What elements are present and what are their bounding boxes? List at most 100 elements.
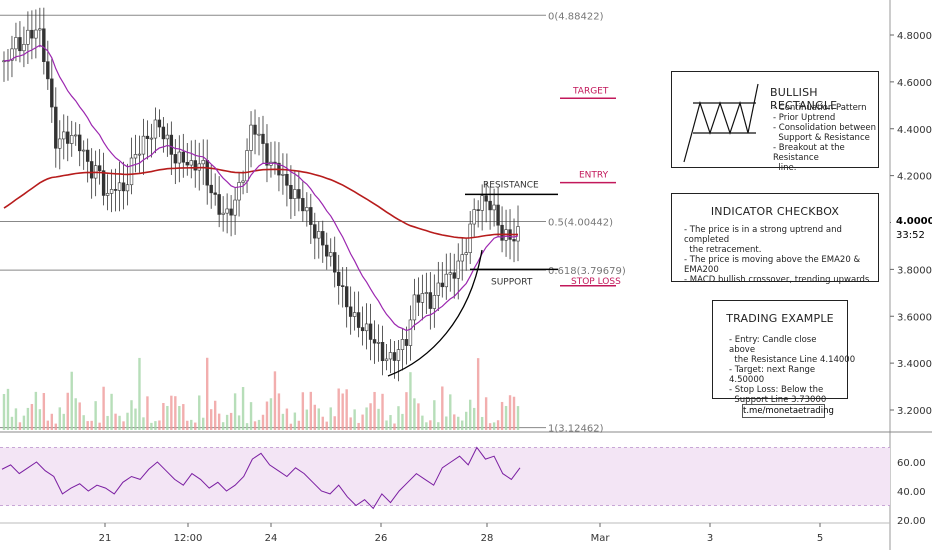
candle-body	[189, 160, 193, 166]
level-label: ENTRY	[579, 171, 609, 181]
volume-bar	[22, 415, 26, 430]
volume-bar	[257, 419, 261, 430]
time-tick-label: 24	[265, 533, 278, 544]
candle-body	[109, 189, 114, 194]
candle-body	[400, 339, 405, 350]
volume-bar	[62, 413, 65, 430]
volume-bar	[10, 416, 14, 430]
volume-bars	[2, 357, 520, 430]
list-item: - Continuation Pattern	[773, 103, 867, 113]
volume-bar	[297, 420, 301, 430]
candle-body	[261, 133, 265, 144]
volume-bar	[154, 421, 157, 430]
volume-bar	[217, 413, 221, 430]
list-item: - MACD bullish crossover, trending upwar…	[684, 275, 870, 285]
volume-bar	[361, 414, 364, 430]
volume-bar	[122, 421, 125, 430]
level-label: SUPPORT	[491, 277, 533, 287]
candle-body	[456, 260, 460, 279]
volume-bar	[333, 416, 336, 430]
price-tick-label: 3.80000	[897, 265, 932, 276]
volume-bar	[417, 403, 420, 430]
candle-body	[436, 282, 441, 296]
volume-bar	[441, 386, 444, 430]
trading-panel-title: TRADING EXAMPLE	[726, 312, 834, 325]
volume-bar	[38, 409, 42, 430]
list-item: Support Line 3.73000	[729, 395, 827, 405]
fibonacci-levels: 0(4.88422) 0.5(4.00442) 0.618(3.79679) 1(3.…	[0, 11, 626, 435]
level-label: STOP LOSS	[571, 277, 621, 287]
volume-bar	[186, 420, 189, 430]
time-tick-label: 12:00	[174, 533, 203, 544]
candle-body	[360, 327, 365, 332]
volume-bar	[213, 400, 217, 430]
candle-body	[10, 48, 14, 61]
volume-bar	[50, 413, 54, 430]
volume-bar	[30, 403, 34, 430]
volume-bar	[74, 398, 77, 430]
rsi-band	[0, 447, 890, 506]
candle-body	[137, 153, 142, 156]
time-tick-label: 3	[707, 533, 713, 544]
volume-bar	[249, 402, 253, 430]
volume-bar	[46, 420, 50, 430]
candle-body	[396, 349, 401, 361]
volume-bar	[2, 394, 6, 430]
candle-body	[121, 182, 126, 192]
candle-body	[157, 119, 162, 128]
trade-levels: TARGET ENTRY STOP LOSS RESISTANCE SUPPORT	[465, 86, 621, 287]
candle-body	[193, 160, 197, 171]
volume-bar	[110, 393, 113, 430]
candle-body	[488, 200, 492, 211]
indicator-checkbox-panel: INDICATOR CHECKBOX - The price is in a s…	[671, 193, 879, 285]
volume-bar	[341, 393, 344, 430]
telegram-link[interactable]: t.me/monetaetrading	[742, 404, 834, 418]
candle-body	[74, 134, 78, 137]
candle-body	[492, 204, 496, 211]
candle-body	[368, 323, 373, 340]
current-price-label: 4.00000	[896, 216, 932, 227]
list-item: - The price is moving above the EMA20 & …	[684, 255, 861, 275]
candle-body	[181, 151, 185, 163]
candle-body	[169, 134, 174, 155]
volume-bar	[377, 408, 380, 430]
indicator-panel-title: INDICATOR CHECKBOX	[710, 205, 840, 218]
volume-bar	[58, 407, 61, 430]
volume-bar	[6, 388, 10, 430]
price-tick-label: 3.40000	[897, 359, 932, 370]
volume-bar	[261, 414, 265, 430]
candle-body	[444, 273, 448, 288]
volume-bar	[421, 415, 424, 430]
list-item: - Stop Loss: Below the	[729, 385, 824, 395]
volume-bar	[206, 357, 209, 430]
volume-bar	[146, 396, 149, 430]
candle-body	[364, 323, 369, 332]
volume-bar	[26, 407, 30, 430]
candle-body	[285, 173, 289, 186]
candle-body	[117, 182, 122, 191]
candle-body	[388, 352, 393, 360]
candle-body	[249, 124, 253, 151]
candle-body	[384, 358, 389, 362]
rsi-line	[1, 446, 521, 510]
candle-body	[38, 28, 42, 31]
price-tick-label: 3.60000	[897, 312, 932, 323]
candle-body	[26, 29, 30, 45]
volume-bar	[54, 423, 57, 430]
time-tick-label: 26	[375, 533, 388, 544]
volume-bar	[174, 396, 177, 430]
volume-bar	[42, 393, 46, 430]
volume-bar	[461, 420, 464, 430]
volume-bar	[449, 394, 452, 430]
volume-bar	[285, 408, 289, 430]
volume-bar	[357, 422, 360, 430]
candle-body	[297, 189, 301, 199]
candle-body	[177, 151, 182, 164]
candle-body	[329, 252, 333, 257]
candle-body	[78, 134, 82, 152]
candle-body	[372, 339, 377, 344]
volume-bar	[273, 371, 277, 430]
ema-lines	[3, 44, 519, 332]
price-tick-label: 4.60000	[897, 78, 932, 89]
candle-body	[344, 286, 349, 308]
